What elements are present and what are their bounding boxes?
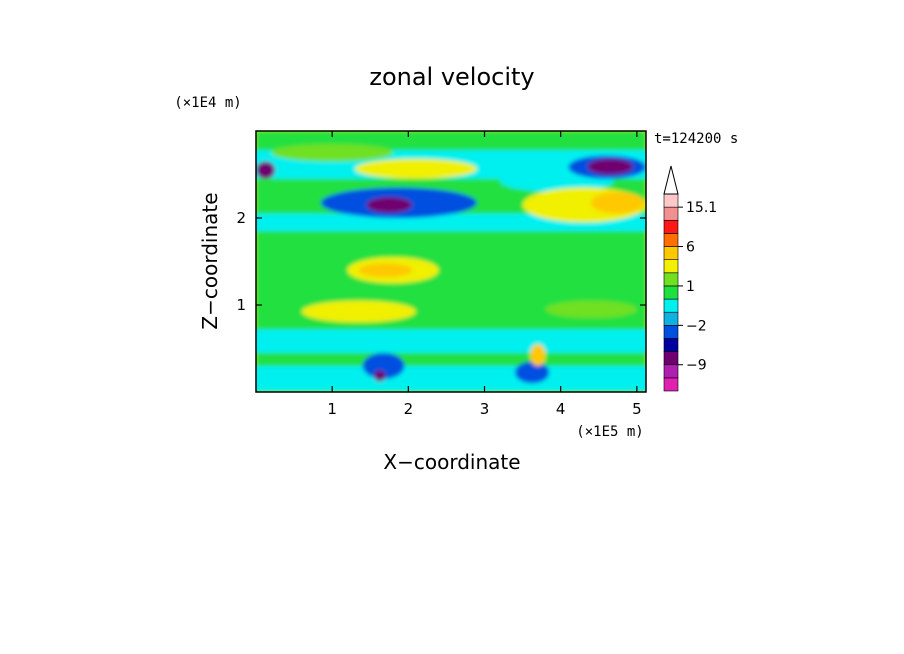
x-tick-label: 2 xyxy=(404,400,414,418)
colorbar-segment xyxy=(663,311,679,326)
colorbar-segment xyxy=(663,246,679,260)
colorbar-extend-triangle xyxy=(663,165,679,195)
colorbar-segment xyxy=(663,325,679,339)
contour-blob xyxy=(355,158,477,179)
x-tick-label: 1 xyxy=(327,400,337,418)
colorbar-segment xyxy=(663,233,679,247)
contour-blob xyxy=(271,144,394,162)
x-tick-label: 5 xyxy=(632,400,642,418)
colorbar-segment xyxy=(663,285,679,300)
contour-blob xyxy=(358,263,413,278)
contour-field xyxy=(256,131,646,392)
y-axis-label: Z−coordinate xyxy=(198,192,222,329)
colorbar-segment xyxy=(663,206,679,221)
colorbar: 15.1 6 1 −2 −9 xyxy=(663,165,717,392)
colorbar-segment xyxy=(663,193,679,208)
contour-blob xyxy=(587,158,634,175)
x-tick-label: 4 xyxy=(556,400,566,418)
colorbar-segment xyxy=(663,377,679,392)
contour-blob xyxy=(591,191,645,214)
y-multiplier-label: (×1E4 m) xyxy=(174,95,241,111)
contour-blob xyxy=(530,344,546,366)
contour-blob xyxy=(362,352,405,379)
plot-frame xyxy=(255,130,647,393)
colorbar-tick-label: −9 xyxy=(686,358,707,374)
x-tick-label: 3 xyxy=(480,400,490,418)
y-tick-label: 1 xyxy=(236,296,246,314)
colorbar-segment xyxy=(663,259,679,274)
contour-blob xyxy=(514,361,550,384)
colorbar-tick-label: −2 xyxy=(686,318,707,334)
contour-blob xyxy=(366,197,413,213)
colorbar-segment xyxy=(663,298,679,313)
contour-band xyxy=(256,365,646,392)
x-axis: 1 2 3 4 5 xyxy=(327,131,642,418)
colorbar-tick-label: 1 xyxy=(686,279,695,295)
colorbar-segment xyxy=(663,351,679,366)
colorbar-segment xyxy=(663,338,679,352)
colorbar-segment xyxy=(663,364,679,379)
plot-area xyxy=(255,130,647,393)
colorbar-tick-label: 6 xyxy=(686,240,695,256)
contour-blob xyxy=(301,300,416,323)
x-multiplier-label: (×1E5 m) xyxy=(576,424,643,440)
contour-band xyxy=(256,329,646,353)
y-axis: 12 xyxy=(236,209,646,314)
contour-blob xyxy=(545,300,637,319)
colorbar-segment xyxy=(663,219,679,234)
y-tick-label: 2 xyxy=(236,209,246,227)
colorbar-segment xyxy=(663,272,679,287)
contour-blob xyxy=(256,161,276,179)
chart-title: zonal velocity xyxy=(369,63,534,91)
contour-blob xyxy=(374,370,386,382)
time-label: t=124200 s xyxy=(654,131,738,147)
colorbar-tick-label: 15.1 xyxy=(686,200,717,216)
contour-regions xyxy=(256,131,646,392)
x-axis-label: X−coordinate xyxy=(383,450,520,474)
